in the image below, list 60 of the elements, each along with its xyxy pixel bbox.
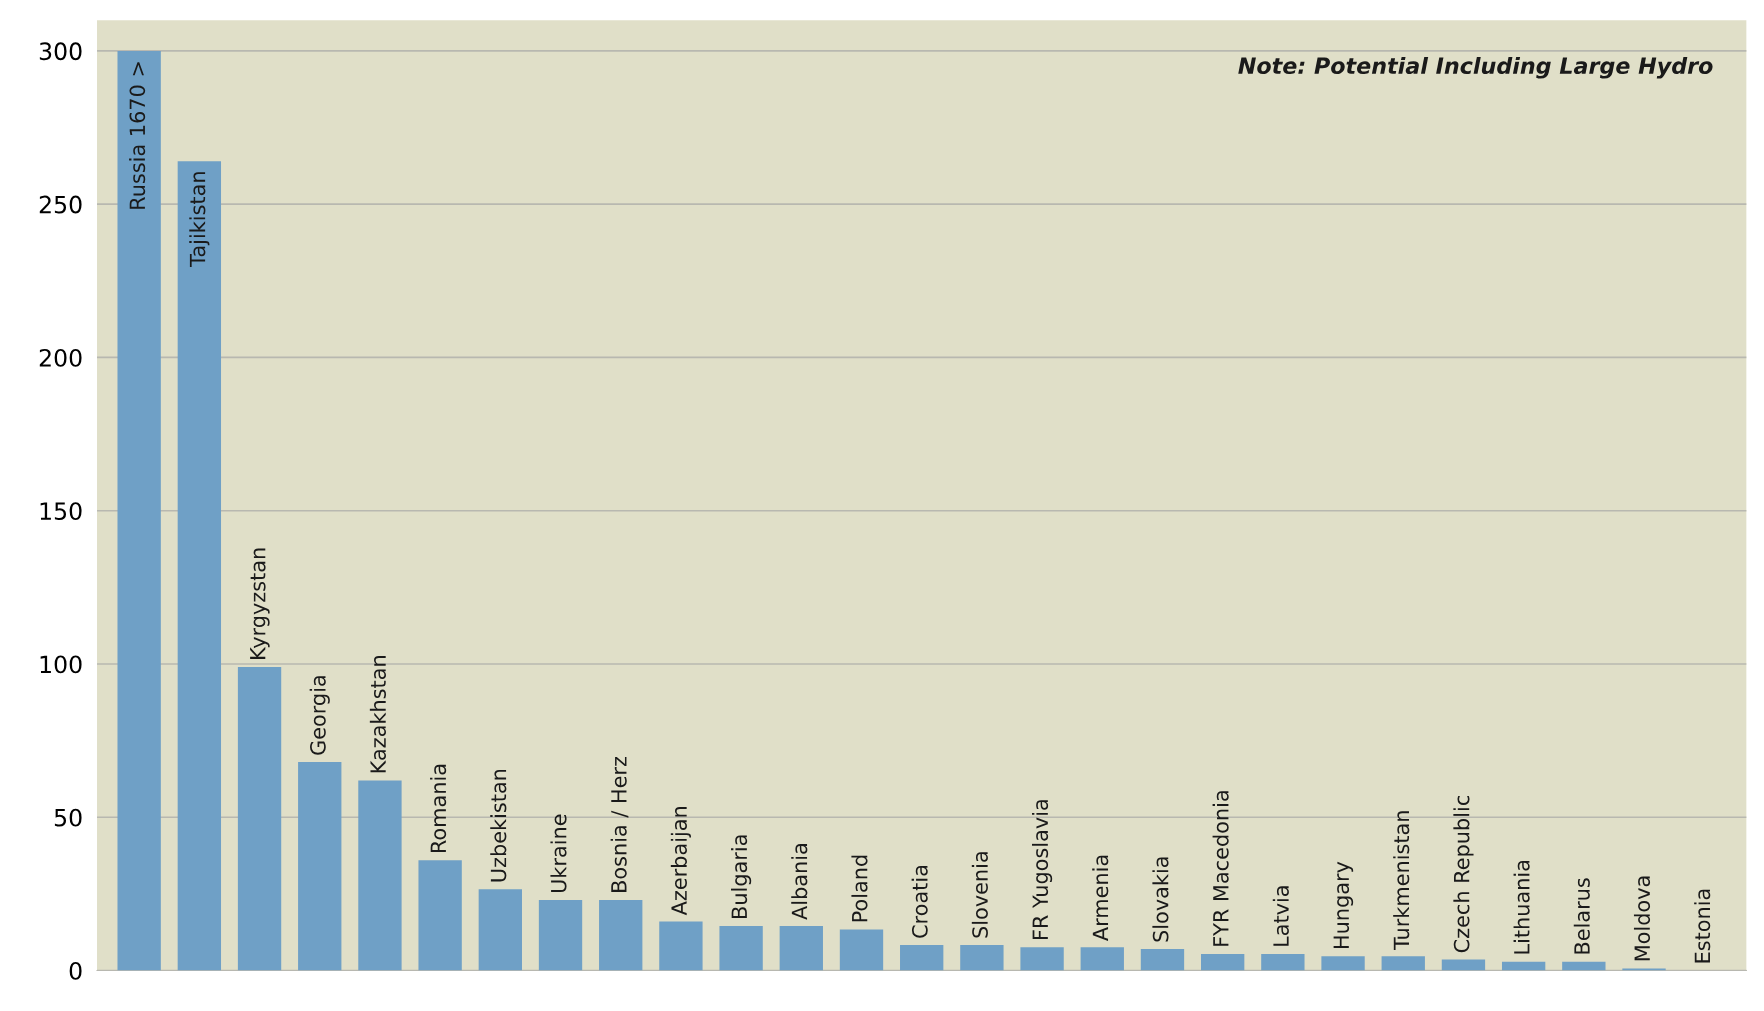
bar bbox=[900, 945, 944, 971]
x-tick-label: Azerbaijan bbox=[670, 807, 691, 916]
x-tick-label: Slovakia bbox=[1152, 857, 1169, 942]
bar bbox=[1261, 954, 1305, 971]
bar bbox=[1441, 959, 1486, 971]
x-tick-label: Bulgaria bbox=[731, 835, 752, 918]
bar bbox=[1562, 961, 1606, 971]
bar bbox=[538, 900, 583, 971]
x-tick-label: Turkmenistan bbox=[1393, 811, 1410, 951]
x-tick-label: Poland bbox=[851, 855, 868, 922]
bar bbox=[418, 860, 462, 971]
x-tick-label: Romania bbox=[430, 764, 447, 853]
y-tick-label: 150 bbox=[40, 502, 82, 521]
x-tick-label: Kazakhstan bbox=[369, 656, 386, 773]
bar bbox=[1622, 968, 1666, 971]
x-tick-label: FYR Macedonia bbox=[1212, 791, 1229, 946]
bar bbox=[659, 921, 703, 971]
y-tick-label: 50 bbox=[54, 808, 82, 827]
y-tick-label: 0 bbox=[69, 962, 82, 980]
bar bbox=[779, 926, 823, 971]
y-tick-label: 200 bbox=[39, 348, 82, 367]
bar bbox=[177, 161, 222, 971]
bar bbox=[1321, 956, 1365, 971]
y-tick-label: 100 bbox=[40, 655, 82, 674]
x-tick-label: Armenia bbox=[1092, 855, 1109, 941]
x-tick-label: Uzbekistan bbox=[490, 769, 507, 882]
bar bbox=[1381, 956, 1425, 971]
bar bbox=[839, 929, 884, 971]
bar bbox=[1140, 949, 1185, 971]
x-tick-label: Estonia bbox=[1694, 889, 1711, 963]
x-tick-label: Bosnia / Herz bbox=[610, 756, 629, 892]
x-tick-label: Russia 1670 > bbox=[129, 62, 146, 209]
bar bbox=[298, 762, 342, 971]
x-tick-label: Kyrgyzstan bbox=[250, 548, 270, 659]
x-tick-label: FR Yugoslavia bbox=[1032, 800, 1053, 940]
y-tick-label: 250 bbox=[39, 195, 82, 214]
bar bbox=[599, 900, 643, 971]
x-tick-label: Latvia bbox=[1272, 886, 1289, 946]
bar bbox=[719, 926, 763, 971]
bar bbox=[237, 667, 282, 971]
x-tick-label: Czech Republic bbox=[1453, 796, 1474, 953]
annotation: Note: Potential Including Large Hydro bbox=[1238, 56, 1713, 79]
bar bbox=[1080, 947, 1124, 971]
x-tick-label: Lithuania bbox=[1513, 860, 1530, 954]
x-tick-label: Moldova bbox=[1633, 876, 1651, 961]
bar bbox=[960, 945, 1004, 971]
bar bbox=[358, 780, 402, 971]
bar bbox=[117, 50, 161, 971]
x-tick-label: Belarus bbox=[1573, 878, 1590, 954]
x-tick-label: Albania bbox=[791, 844, 808, 920]
x-tick-label: Georgia bbox=[309, 676, 330, 755]
y-tick-label: 300 bbox=[39, 42, 82, 61]
x-tick-label: Hungary bbox=[1333, 861, 1354, 948]
bar bbox=[478, 889, 522, 971]
bar bbox=[1020, 947, 1064, 971]
x-tick-label: Croatia bbox=[911, 866, 928, 938]
x-tick-label: Tajikistan bbox=[189, 172, 210, 267]
x-tick-label: Slovenia bbox=[971, 852, 988, 938]
x-tick-label: Ukraine bbox=[550, 814, 567, 893]
bar bbox=[1200, 954, 1245, 971]
